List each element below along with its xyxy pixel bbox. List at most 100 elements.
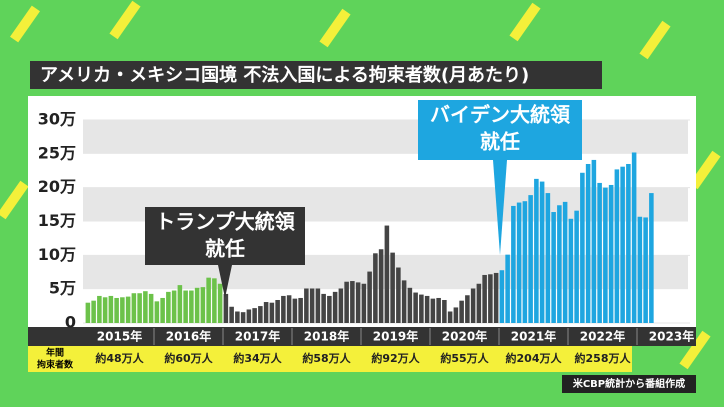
bar bbox=[91, 300, 96, 323]
bar bbox=[212, 278, 217, 323]
bar bbox=[275, 299, 280, 323]
x-tick-label: 2018年 bbox=[304, 329, 349, 344]
bar bbox=[637, 216, 643, 323]
bar bbox=[85, 302, 91, 323]
bar bbox=[591, 159, 597, 323]
bar bbox=[453, 307, 459, 323]
bar bbox=[505, 254, 510, 323]
source-box bbox=[562, 375, 696, 393]
bar bbox=[206, 277, 211, 323]
bar bbox=[407, 287, 413, 323]
bar bbox=[528, 195, 533, 323]
bar bbox=[534, 178, 539, 323]
bar bbox=[177, 285, 183, 323]
bar bbox=[327, 295, 332, 323]
annual-total: 約55万人 bbox=[440, 351, 489, 365]
x-tick-label: 2015年 bbox=[97, 329, 142, 344]
bar bbox=[522, 201, 528, 323]
bar bbox=[321, 293, 326, 323]
bar bbox=[459, 300, 464, 323]
bar bbox=[281, 295, 286, 323]
bar bbox=[97, 295, 102, 323]
bar bbox=[235, 311, 240, 323]
x-tick-label: 2017年 bbox=[235, 329, 280, 344]
bar bbox=[470, 288, 476, 323]
bar bbox=[217, 283, 223, 323]
bar bbox=[160, 297, 165, 323]
bar bbox=[183, 290, 188, 323]
bar bbox=[597, 182, 602, 323]
bar bbox=[102, 297, 108, 323]
y-tick-label: 0 bbox=[65, 313, 76, 332]
bar bbox=[361, 283, 367, 323]
bar bbox=[419, 294, 424, 323]
x-tick-label: 2019年 bbox=[373, 329, 418, 344]
bar bbox=[332, 291, 338, 323]
bar bbox=[166, 291, 171, 323]
bar bbox=[626, 163, 631, 323]
bar bbox=[263, 302, 269, 323]
annual-total: 約204万人 bbox=[506, 351, 563, 365]
y-tick-label: 10万 bbox=[38, 245, 76, 264]
bar bbox=[367, 271, 372, 323]
bar bbox=[194, 287, 200, 323]
bar bbox=[643, 217, 648, 323]
bar bbox=[620, 166, 625, 323]
bar bbox=[436, 297, 441, 323]
bar bbox=[108, 295, 114, 323]
bar bbox=[401, 280, 407, 323]
annual-total: 約92万人 bbox=[371, 351, 420, 365]
bar bbox=[298, 297, 303, 323]
annual-strip bbox=[28, 346, 632, 372]
y-tick-label: 15万 bbox=[38, 211, 76, 230]
bar bbox=[447, 311, 453, 323]
bar bbox=[378, 249, 384, 323]
bar bbox=[373, 253, 378, 323]
bar bbox=[292, 298, 298, 323]
y-tick-label: 30万 bbox=[38, 110, 76, 129]
bar bbox=[171, 290, 177, 323]
bar bbox=[568, 218, 574, 323]
bar bbox=[539, 181, 545, 323]
bar bbox=[488, 274, 493, 323]
bar bbox=[269, 302, 275, 323]
bar bbox=[114, 297, 119, 323]
bar bbox=[355, 282, 361, 323]
grid-band bbox=[83, 120, 688, 154]
bar bbox=[240, 312, 246, 323]
year-strip bbox=[28, 327, 696, 346]
bar bbox=[465, 295, 470, 323]
annotation: トランプ大統領 bbox=[155, 210, 295, 234]
x-tick-label: 2020年 bbox=[442, 329, 487, 344]
bar bbox=[516, 202, 522, 323]
x-tick-label: 2021年 bbox=[511, 329, 556, 344]
bar bbox=[229, 306, 234, 323]
bar bbox=[614, 169, 620, 323]
annual-total: 約58万人 bbox=[302, 351, 351, 365]
bar bbox=[442, 299, 447, 323]
x-tick-label: 2022年 bbox=[580, 329, 625, 344]
bar bbox=[252, 308, 257, 323]
bar bbox=[304, 288, 309, 323]
bar bbox=[396, 267, 401, 323]
bar bbox=[315, 288, 321, 323]
bar bbox=[148, 293, 154, 323]
bar bbox=[120, 297, 125, 323]
bar bbox=[344, 281, 349, 323]
bar bbox=[562, 201, 568, 323]
annotation: バイデン大統領 bbox=[430, 103, 571, 127]
annual-total: 約34万人 bbox=[233, 351, 282, 365]
bar bbox=[476, 283, 482, 323]
bar bbox=[384, 225, 390, 323]
bar bbox=[258, 306, 263, 323]
bar bbox=[580, 172, 585, 323]
bar bbox=[338, 288, 344, 323]
bar bbox=[574, 210, 579, 323]
annual-label: 年間 bbox=[46, 347, 64, 359]
bar bbox=[603, 187, 608, 323]
annotation-arrow bbox=[493, 160, 507, 255]
bar bbox=[430, 298, 436, 323]
bar bbox=[557, 205, 562, 323]
annual-total: 約258万人 bbox=[575, 351, 632, 365]
bar bbox=[125, 296, 131, 323]
